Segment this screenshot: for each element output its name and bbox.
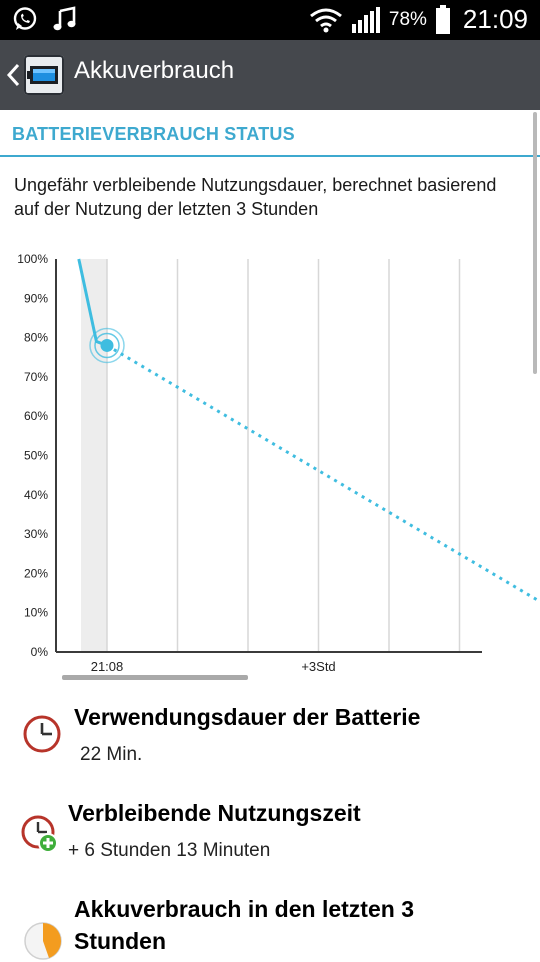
signal-icon xyxy=(351,6,380,33)
battery-percent: 78% xyxy=(388,8,427,30)
page-title: Akkuverbrauch xyxy=(74,57,235,84)
item-value: 22 Min. xyxy=(80,744,143,765)
item-value: + 6 Stunden 13 Minuten xyxy=(68,840,271,861)
chart-x-tick-label: +3Std xyxy=(301,659,335,674)
section-title: BATTERIEVERBRAUCH STATUS xyxy=(12,124,295,144)
wifi-icon xyxy=(309,8,342,32)
chart-line-projection xyxy=(106,344,540,604)
chart-scroll-indicator[interactable] xyxy=(62,675,248,680)
list-item-usage-last-3-hours[interactable]: Akkuverbrauch in den letzten 3 Stunden xyxy=(0,892,540,960)
chart-y-tick-label: 0% xyxy=(31,645,49,659)
item-title: Akkuverbrauch in den letzten 3 xyxy=(74,896,414,922)
chart-current-point xyxy=(100,338,114,352)
chart-current-point-ring xyxy=(94,332,120,359)
item-title: Verwendungsdauer der Batterie xyxy=(74,704,421,730)
chart-grid xyxy=(55,259,482,653)
action-bar: Akkuverbrauch xyxy=(0,40,540,110)
item-title: Verbleibende Nutzungszeit xyxy=(68,800,361,826)
chart-y-axis-labels: 100% 90% 80% 70% 60% 50% 40% 30% 20% 10% 0% xyxy=(17,252,48,659)
battery-icon xyxy=(435,4,450,34)
clock: 21:09 xyxy=(462,4,528,34)
section-description: Ungefähr verbleibende Nutzungsdauer, ber… xyxy=(14,175,497,219)
pie-chart-icon xyxy=(24,922,62,960)
list-item-remaining-time[interactable]: Verbleibende Nutzungszeit + 6 Stunden 13… xyxy=(0,796,540,876)
chart-y-tick-label: 30% xyxy=(24,527,48,541)
whatsapp-icon xyxy=(13,7,37,30)
battery-app-icon[interactable] xyxy=(24,55,64,95)
chart-x-tick-label: 21:08 xyxy=(91,659,124,674)
chart-y-tick-label: 70% xyxy=(24,370,48,384)
chart-y-tick-label: 90% xyxy=(24,291,48,305)
chart-y-tick-label: 20% xyxy=(24,566,48,580)
status-bar: 78% 21:09 xyxy=(0,0,540,40)
chart-series xyxy=(77,258,540,604)
chart-y-tick-label: 10% xyxy=(24,606,48,620)
clock-plus-icon xyxy=(21,815,58,853)
chart-past-region xyxy=(81,259,107,652)
chart-y-tick-label: 60% xyxy=(24,409,48,423)
music-note-icon xyxy=(53,6,76,31)
list-item-battery-usage-time[interactable]: Verwendungsdauer der Batterie 22 Min. xyxy=(0,700,540,780)
back-chevron-icon[interactable] xyxy=(4,62,22,88)
chart-y-tick-label: 80% xyxy=(24,331,48,345)
chart-x-axis-labels: 21:08 +3Std xyxy=(91,659,336,674)
scrollbar[interactable] xyxy=(533,112,537,374)
clock-icon xyxy=(23,715,61,753)
chart-y-tick-label: 100% xyxy=(17,252,48,266)
chart-current-point-ring-outer xyxy=(89,327,125,364)
item-title-line2: Stunden xyxy=(74,928,166,954)
section-divider xyxy=(0,155,540,157)
chart-y-tick-label: 50% xyxy=(24,449,48,463)
battery-usage-chart: 100% 90% 80% 70% 60% 50% 40% 30% 20% 10% 0% 21:08 +… xyxy=(17,252,540,674)
chart-y-tick-label: 40% xyxy=(24,488,48,502)
